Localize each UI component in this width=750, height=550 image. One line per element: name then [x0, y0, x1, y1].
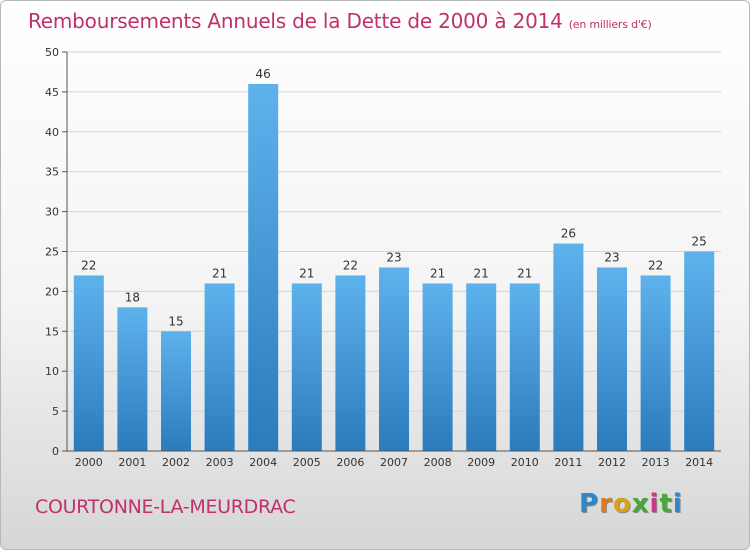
y-tick-label: 5	[52, 405, 59, 418]
x-axis: 2000 2001 2002 2003 2004 2005 2006 2007 2008 2009…	[67, 450, 721, 469]
data-label: 21	[474, 266, 489, 280]
x-tick-label: 2008	[424, 456, 452, 469]
logo-letter: t	[659, 489, 673, 519]
x-tick-label: 2014	[685, 456, 713, 469]
x-tick-label: 2009	[467, 456, 495, 469]
bar-2003	[204, 283, 235, 451]
bar-2006	[335, 275, 366, 451]
data-label: 15	[168, 314, 183, 328]
x-tick-label: 2013	[642, 456, 670, 469]
data-label: 18	[125, 290, 140, 304]
y-tick-label: 40	[45, 126, 59, 139]
data-label: 22	[81, 258, 96, 272]
x-tick-label: 2001	[118, 456, 146, 469]
chart-title-text: Remboursements Annuels de la Dette de 20…	[28, 9, 563, 33]
proxiti-logo[interactable]: Proxiti	[579, 489, 683, 519]
bar-2010	[509, 283, 540, 451]
bar-2014	[684, 251, 715, 451]
bar-2004	[248, 83, 279, 452]
logo-letter: i	[672, 489, 683, 519]
bar-2012	[597, 267, 627, 451]
data-label: 26	[561, 227, 576, 241]
x-tick-label: 2007	[380, 456, 408, 469]
city-name: COURTONNE-LA-MEURDRAC	[35, 496, 296, 518]
logo-letter: i	[649, 489, 660, 519]
x-tick-label: 2004	[249, 456, 277, 469]
data-label: 21	[430, 266, 445, 280]
y-tick-label: 50	[45, 46, 59, 59]
y-tick-label: 15	[45, 325, 59, 338]
bar-2000	[73, 275, 104, 451]
data-label: 21	[299, 266, 314, 280]
bar-2005	[291, 283, 322, 451]
x-tick-label: 2002	[162, 456, 190, 469]
data-label: 22	[648, 258, 663, 272]
chart-title: Remboursements Annuels de la Dette de 20…	[28, 9, 652, 33]
logo-letter: o	[612, 489, 632, 519]
data-label: 46	[256, 67, 271, 81]
logo-letter: P	[579, 489, 600, 519]
data-label: 23	[386, 250, 401, 264]
bar-2001	[117, 307, 148, 451]
data-label: 21	[212, 266, 227, 280]
x-tick-label: 2005	[293, 456, 321, 469]
y-tick-label: 25	[45, 246, 59, 259]
y-tick-label: 10	[45, 365, 59, 378]
bars: 22 18 15 21 46 21 22 23 21 21 21 26 23 22 25	[73, 67, 715, 452]
chart-subtitle: (en milliers d'€)	[568, 18, 652, 31]
data-label: 25	[692, 235, 707, 249]
bar-2002	[161, 331, 191, 451]
y-tick-label: 20	[45, 285, 59, 298]
x-tick-label: 2010	[511, 456, 539, 469]
logo-letter: x	[631, 489, 650, 519]
bar-2011	[553, 243, 584, 451]
x-tick-label: 2012	[598, 456, 626, 469]
y-tick-label: 0	[52, 445, 59, 458]
bar-2009	[466, 283, 497, 451]
bar-2007	[379, 267, 409, 451]
x-tick-label: 2000	[75, 456, 103, 469]
y-axis: 0 5 10 15 20 25 30 35 40 45 50	[45, 46, 68, 458]
y-tick-label: 45	[45, 86, 59, 99]
y-tick-label: 35	[45, 166, 59, 179]
bar-2008	[422, 283, 453, 451]
x-tick-label: 2006	[336, 456, 364, 469]
logo-letter: r	[599, 489, 613, 519]
data-label: 22	[343, 258, 358, 272]
data-label: 23	[604, 250, 619, 264]
bar-2013	[640, 275, 671, 451]
x-tick-label: 2011	[554, 456, 582, 469]
data-label: 21	[517, 266, 532, 280]
x-tick-label: 2003	[206, 456, 234, 469]
y-tick-label: 30	[45, 206, 59, 219]
